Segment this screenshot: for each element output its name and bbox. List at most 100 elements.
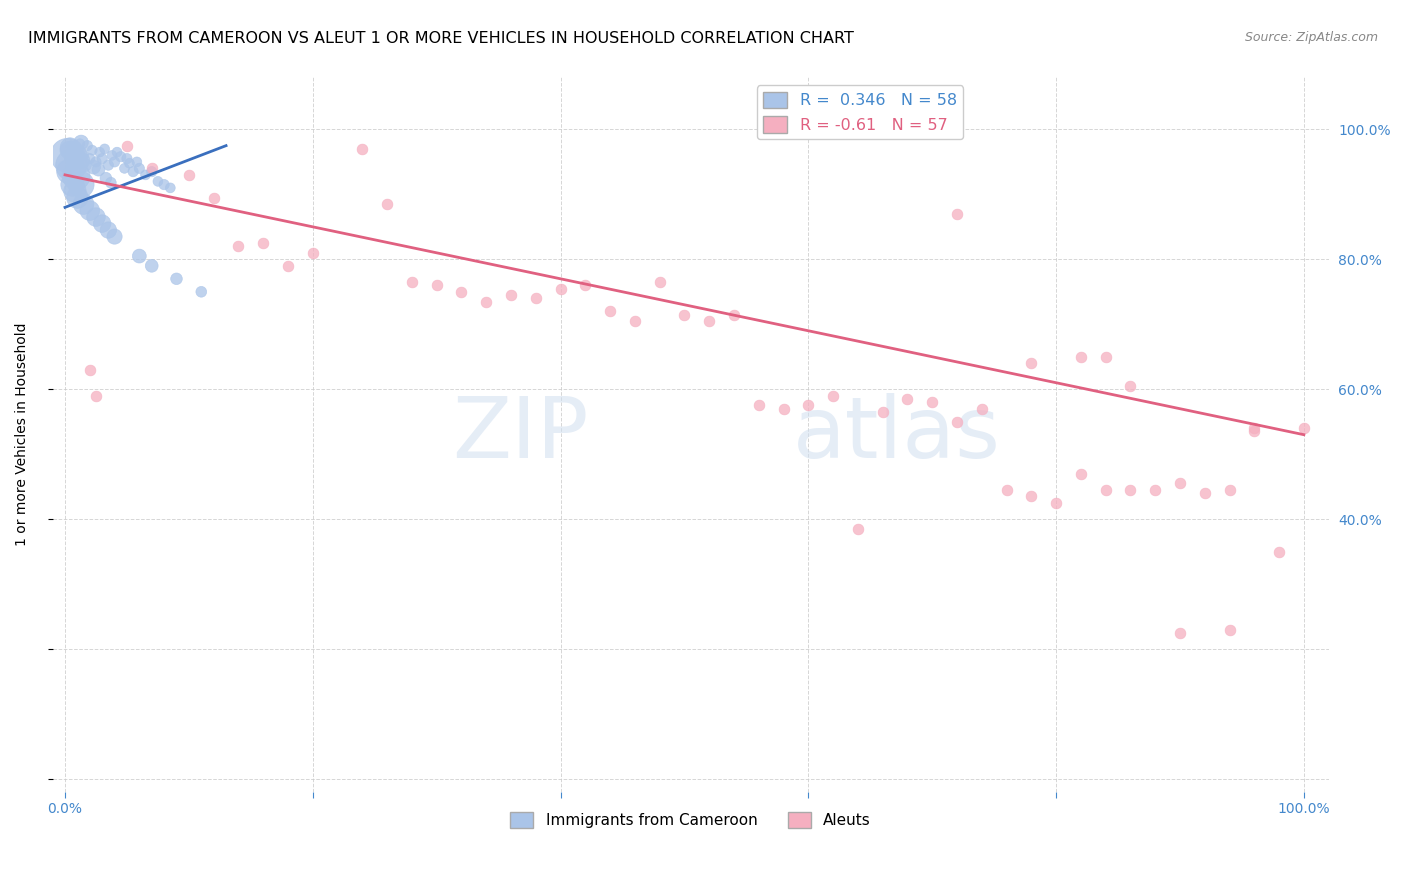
Point	[921, 395, 943, 409]
Point	[66, 191, 89, 205]
Point	[697, 314, 720, 328]
Point	[76, 138, 98, 153]
Point	[141, 161, 163, 176]
Point	[115, 138, 138, 153]
Point	[146, 174, 169, 188]
Point	[723, 308, 745, 322]
Point	[87, 162, 110, 177]
Point	[1119, 379, 1142, 393]
Point	[58, 164, 80, 178]
Point	[190, 285, 212, 299]
Point	[115, 152, 138, 166]
Point	[159, 181, 181, 195]
Point	[91, 152, 114, 166]
Point	[946, 207, 969, 221]
Point	[426, 278, 449, 293]
Point	[1094, 350, 1116, 364]
Point	[1045, 496, 1067, 510]
Point	[118, 156, 141, 170]
Point	[896, 392, 918, 406]
Point	[1094, 483, 1116, 497]
Point	[110, 150, 132, 164]
Point	[1119, 483, 1142, 497]
Point	[63, 142, 86, 156]
Point	[72, 148, 94, 162]
Point	[202, 191, 225, 205]
Point	[103, 154, 125, 169]
Point	[574, 278, 596, 293]
Point	[94, 171, 117, 186]
Point	[84, 389, 107, 403]
Point	[128, 161, 150, 176]
Point	[277, 259, 299, 273]
Point	[141, 259, 163, 273]
Point	[524, 291, 547, 305]
Point	[499, 288, 522, 302]
Point	[599, 304, 621, 318]
Point	[177, 168, 200, 182]
Point	[624, 314, 647, 328]
Point	[1144, 483, 1167, 497]
Point	[63, 184, 86, 198]
Point	[1168, 625, 1191, 640]
Point	[58, 143, 80, 157]
Point	[846, 522, 869, 536]
Point	[1021, 356, 1043, 370]
Point	[252, 236, 274, 251]
Text: atlas: atlas	[793, 393, 1001, 476]
Point	[82, 160, 104, 174]
Point	[79, 152, 101, 166]
Point	[823, 389, 845, 403]
Point	[105, 145, 128, 160]
Point	[1194, 486, 1216, 500]
Point	[128, 249, 150, 263]
Point	[125, 154, 148, 169]
Point	[1292, 421, 1315, 435]
Point	[797, 399, 820, 413]
Point	[228, 239, 250, 253]
Point	[56, 148, 79, 162]
Point	[1243, 425, 1265, 439]
Point	[1070, 350, 1092, 364]
Point	[62, 178, 84, 192]
Point	[97, 223, 120, 237]
Legend: Immigrants from Cameroon, Aleuts: Immigrants from Cameroon, Aleuts	[505, 806, 877, 834]
Point	[1168, 476, 1191, 491]
Point	[72, 197, 94, 211]
Point	[946, 415, 969, 429]
Point	[772, 401, 794, 416]
Point	[1218, 623, 1240, 637]
Point	[1218, 483, 1240, 497]
Point	[93, 142, 115, 156]
Point	[69, 136, 91, 151]
Point	[748, 399, 770, 413]
Point	[1021, 490, 1043, 504]
Point	[100, 176, 122, 190]
Point	[135, 168, 157, 182]
Point	[673, 308, 696, 322]
Point	[1268, 544, 1291, 558]
Point	[62, 150, 84, 164]
Point	[122, 164, 145, 178]
Point	[1070, 467, 1092, 481]
Point	[166, 272, 188, 286]
Point	[70, 136, 93, 150]
Point	[82, 143, 104, 157]
Point	[72, 153, 94, 168]
Point	[60, 158, 83, 172]
Point	[103, 229, 125, 244]
Point	[84, 154, 107, 169]
Point	[375, 197, 398, 211]
Point	[79, 203, 101, 218]
Point	[62, 152, 84, 166]
Point	[97, 158, 120, 172]
Point	[59, 140, 82, 154]
Point	[995, 483, 1018, 497]
Point	[970, 401, 993, 416]
Point	[70, 178, 93, 192]
Text: IMMIGRANTS FROM CAMEROON VS ALEUT 1 OR MORE VEHICLES IN HOUSEHOLD CORRELATION CH: IMMIGRANTS FROM CAMEROON VS ALEUT 1 OR M…	[28, 31, 853, 46]
Y-axis label: 1 or more Vehicles in Household: 1 or more Vehicles in Household	[15, 323, 30, 547]
Point	[89, 145, 111, 160]
Point	[872, 405, 894, 419]
Text: ZIP: ZIP	[453, 393, 589, 476]
